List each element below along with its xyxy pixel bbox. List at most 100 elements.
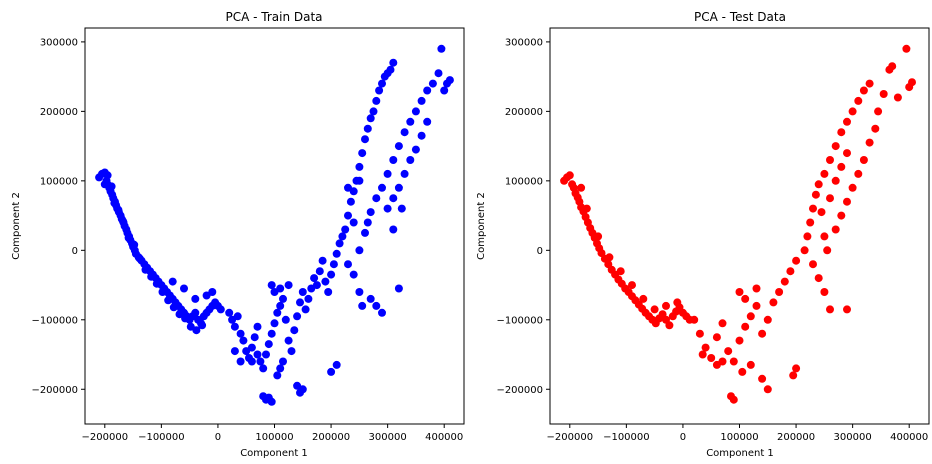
data-point <box>811 190 820 199</box>
data-point <box>729 357 738 366</box>
data-point <box>758 374 767 383</box>
data-point <box>698 350 707 359</box>
data-point <box>355 288 364 296</box>
data-point <box>665 321 674 330</box>
y-axis-label: Component 2 <box>476 192 487 260</box>
data-point <box>147 272 156 281</box>
data-point <box>738 367 747 376</box>
data-point <box>831 176 840 185</box>
x-axis-label: Component 1 <box>706 448 774 459</box>
data-point <box>281 315 290 324</box>
data-point <box>724 347 733 356</box>
y-tick-label: 0 <box>537 246 543 257</box>
data-point <box>346 197 355 206</box>
data-point <box>874 107 883 116</box>
data-point <box>792 364 801 373</box>
plot-frame <box>549 27 930 425</box>
data-point <box>786 267 795 276</box>
data-point <box>100 180 109 189</box>
data-point <box>865 138 874 147</box>
data-point <box>826 194 834 203</box>
data-point <box>103 171 112 180</box>
data-point <box>628 281 636 290</box>
data-point <box>837 128 846 137</box>
x-tick-label: 100000 <box>720 432 758 443</box>
data-point <box>372 301 381 310</box>
data-point <box>616 267 625 276</box>
y-tick-label: 200000 <box>505 107 543 118</box>
data-point <box>366 114 375 123</box>
data-point <box>831 225 840 234</box>
y-axis-ticks: −200000 −100000 0 100000 200000 300000 <box>496 37 550 396</box>
data-point <box>355 162 364 171</box>
data-point <box>253 322 262 331</box>
data-point <box>893 93 902 102</box>
data-point <box>394 284 403 293</box>
data-point <box>389 156 398 164</box>
data-point <box>809 204 817 213</box>
data-point <box>577 183 586 192</box>
data-point <box>208 288 217 296</box>
data-point <box>341 225 350 234</box>
data-point <box>267 397 276 406</box>
data-point <box>854 96 863 105</box>
data-point <box>718 357 727 366</box>
data-point <box>741 294 750 303</box>
x-tick-label: 400000 <box>890 432 928 443</box>
data-point <box>752 301 761 310</box>
data-point <box>130 240 139 249</box>
data-point <box>806 218 815 227</box>
data-point <box>338 232 347 241</box>
data-point <box>230 322 239 331</box>
data-point <box>594 232 603 241</box>
data-point <box>417 96 426 105</box>
y-tick-label: 300000 <box>40 37 78 48</box>
y-tick-label: −100000 <box>31 315 78 326</box>
data-point <box>712 333 721 342</box>
data-point <box>650 305 659 314</box>
data-point <box>332 249 341 258</box>
data-point <box>701 343 710 352</box>
y-tick-label: 100000 <box>505 176 543 187</box>
data-point <box>296 298 304 307</box>
data-point <box>247 357 256 366</box>
data-point <box>837 162 846 171</box>
data-point <box>690 315 699 324</box>
data-point <box>809 260 817 269</box>
data-point <box>859 86 868 95</box>
data-point <box>843 305 851 314</box>
data-point <box>267 281 276 290</box>
data-point <box>318 256 327 265</box>
data-point <box>871 124 880 133</box>
data-point <box>789 371 798 380</box>
data-point <box>216 305 225 314</box>
x-tick-label: 0 <box>680 432 686 443</box>
data-point <box>114 206 123 214</box>
data-point <box>735 288 744 296</box>
data-point <box>369 107 378 116</box>
data-point <box>264 340 273 349</box>
data-point <box>383 169 392 178</box>
data-point <box>445 76 454 85</box>
data-point <box>820 169 829 178</box>
y-axis-ticks: −200000 −100000 0 100000 200000 300000 <box>31 37 85 396</box>
chart-title: PCA - Test Data <box>694 10 786 24</box>
y-tick-label: 200000 <box>40 107 78 118</box>
y-tick-label: 100000 <box>40 176 78 187</box>
data-point <box>814 274 823 283</box>
data-point <box>800 246 809 255</box>
data-point <box>400 128 409 137</box>
data-point <box>247 343 256 352</box>
data-point <box>423 117 432 126</box>
data-point <box>169 303 178 312</box>
data-point <box>135 254 144 263</box>
data-point <box>792 256 801 265</box>
data-point <box>273 371 282 380</box>
data-point <box>270 319 279 328</box>
data-point <box>582 204 591 213</box>
data-point <box>865 79 874 88</box>
y-axis-label: Component 2 <box>11 192 22 260</box>
data-point <box>769 298 778 307</box>
data-point <box>406 156 415 164</box>
